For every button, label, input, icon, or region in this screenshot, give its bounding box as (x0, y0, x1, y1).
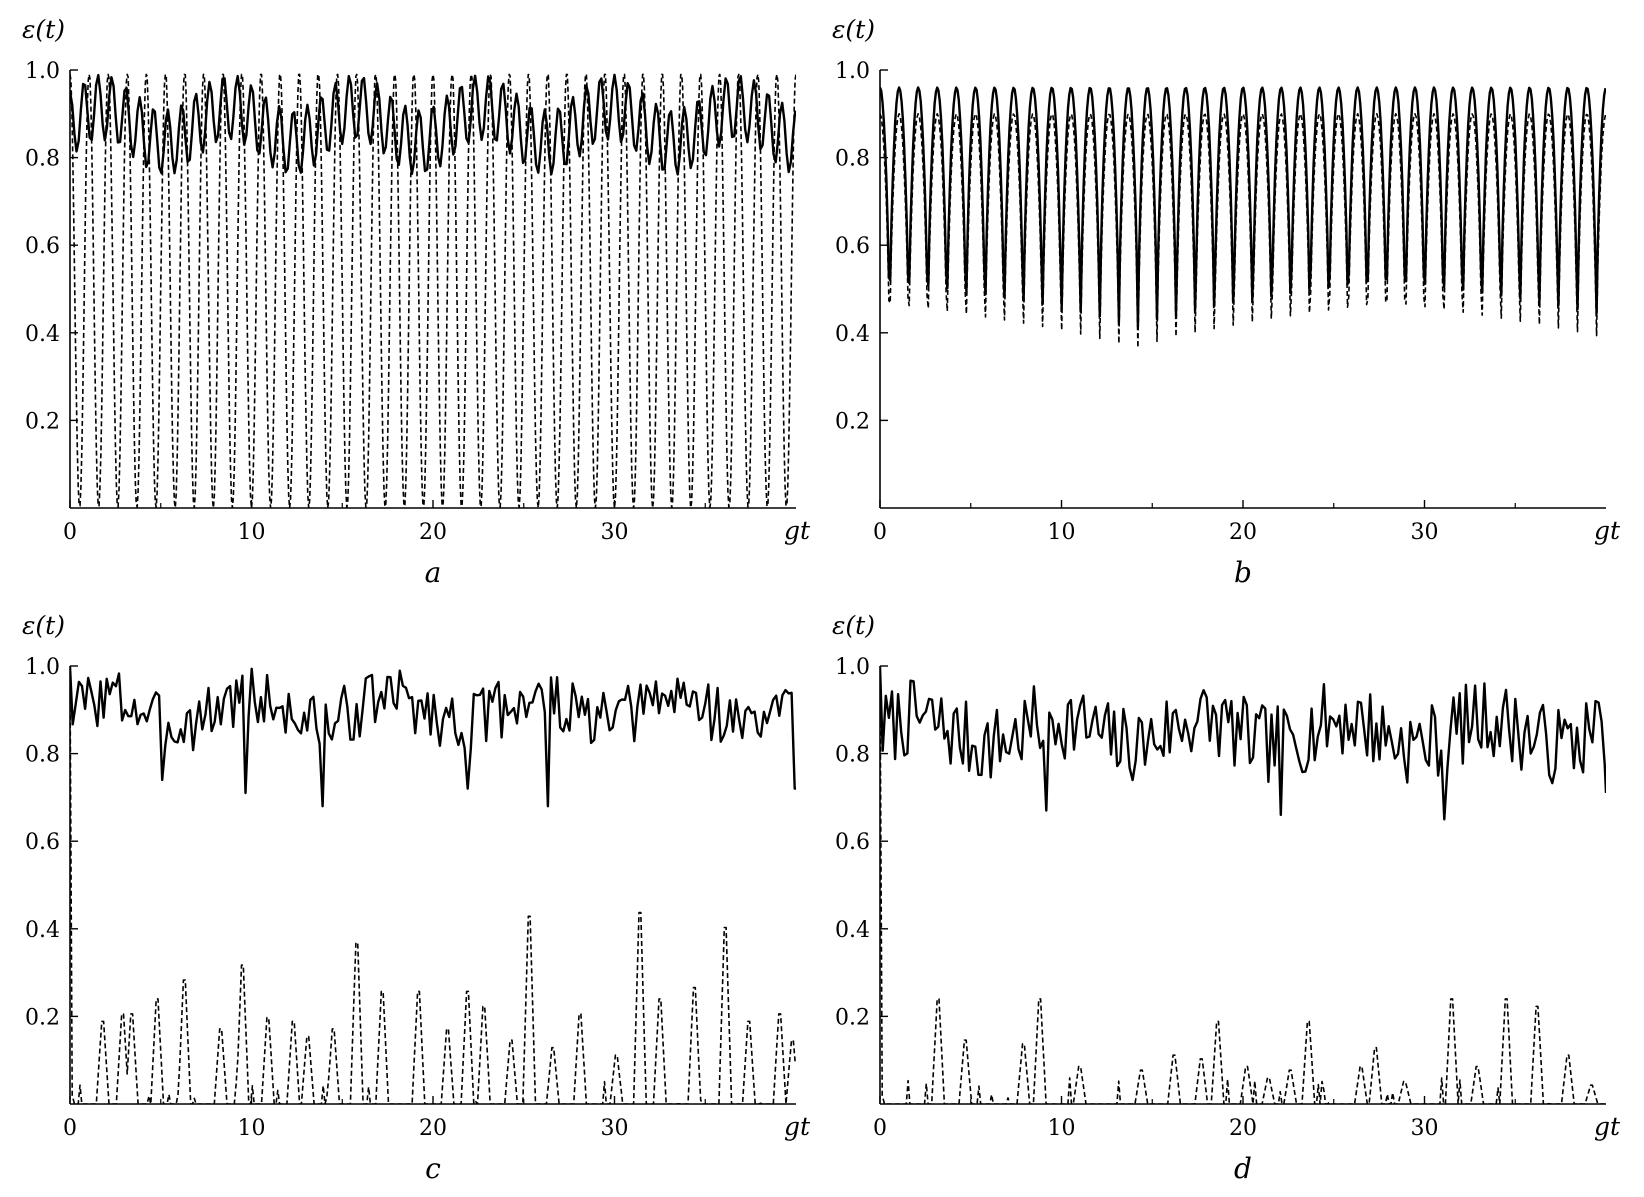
x-tick-label: 20 (419, 520, 447, 545)
series-solid-line (880, 665, 1606, 821)
x-tick-label: 0 (873, 1116, 887, 1141)
series-solid-line (70, 73, 796, 176)
x-axis-label: gt (1594, 1112, 1621, 1141)
y-tick-label: 1.0 (835, 59, 870, 84)
x-tick-label: 30 (1411, 520, 1439, 545)
x-tick-label: 10 (238, 520, 266, 545)
series-solid-line (70, 665, 796, 808)
x-tick-label: 10 (238, 1116, 266, 1141)
x-axis-label: gt (1594, 516, 1621, 545)
y-axis-label: ε(t) (832, 15, 875, 44)
series-dashed-line (880, 674, 1606, 1104)
panel-label: d (1234, 1152, 1252, 1185)
panel-c: 0.2 0.4 0.6 0.8 1.0 0 10 20 30 ε(t) gt c (22, 611, 811, 1185)
y-axis-label: ε(t) (22, 15, 65, 44)
y-tick-label: 0.8 (25, 743, 60, 768)
x-tick-label: 0 (63, 1116, 77, 1141)
x-tick-label: 30 (601, 520, 629, 545)
x-tick-label: 0 (63, 520, 77, 545)
panel-d: 0.2 0.4 0.6 0.8 1.0 0 10 20 30 ε(t) gt d (832, 611, 1621, 1185)
panel-b: 0.2 0.4 0.6 0.8 1.0 0 10 20 30 ε(t) gt b (832, 15, 1621, 589)
y-tick-label: 0.2 (835, 409, 870, 434)
y-tick-label: 0.6 (25, 234, 60, 259)
y-tick-label: 0.4 (25, 322, 60, 347)
x-tick-label: 10 (1048, 520, 1076, 545)
panel-label: a (425, 556, 442, 589)
series-solid-line (880, 86, 1606, 327)
y-tick-label: 0.8 (25, 147, 60, 172)
x-axis-label: gt (784, 1112, 811, 1141)
y-tick-label: 1.0 (835, 655, 870, 680)
x-axis-label: gt (784, 516, 811, 545)
panel-a: 0.2 0.4 0.6 0.8 1.0 0 10 20 30 ε(t) gt a (22, 15, 811, 589)
y-tick-label: 0.4 (835, 918, 870, 943)
y-tick-label: 0.6 (835, 234, 870, 259)
y-tick-label: 0.8 (835, 743, 870, 768)
y-tick-label: 0.2 (835, 1005, 870, 1030)
y-axis-label: ε(t) (832, 611, 875, 640)
x-tick-label: 20 (419, 1116, 447, 1141)
y-axis-label: ε(t) (22, 611, 65, 640)
y-tick-label: 0.2 (25, 1005, 60, 1030)
x-tick-label: 10 (1048, 1116, 1076, 1141)
x-tick-label: 0 (873, 520, 887, 545)
panel-label: c (425, 1152, 441, 1185)
y-tick-label: 1.0 (25, 655, 60, 680)
series-dashed-line (70, 73, 796, 508)
x-tick-label: 30 (1411, 1116, 1439, 1141)
y-tick-label: 1.0 (25, 59, 60, 84)
x-tick-label: 30 (601, 1116, 629, 1141)
y-tick-label: 0.4 (25, 918, 60, 943)
panel-label: b (1234, 556, 1252, 589)
y-tick-label: 0.6 (25, 830, 60, 855)
y-tick-label: 0.8 (835, 147, 870, 172)
y-tick-label: 0.6 (835, 830, 870, 855)
x-tick-label: 20 (1229, 1116, 1257, 1141)
y-tick-label: 0.4 (835, 322, 870, 347)
y-tick-label: 0.2 (25, 409, 60, 434)
series-dashed-line (880, 113, 1606, 349)
x-tick-label: 20 (1229, 520, 1257, 545)
